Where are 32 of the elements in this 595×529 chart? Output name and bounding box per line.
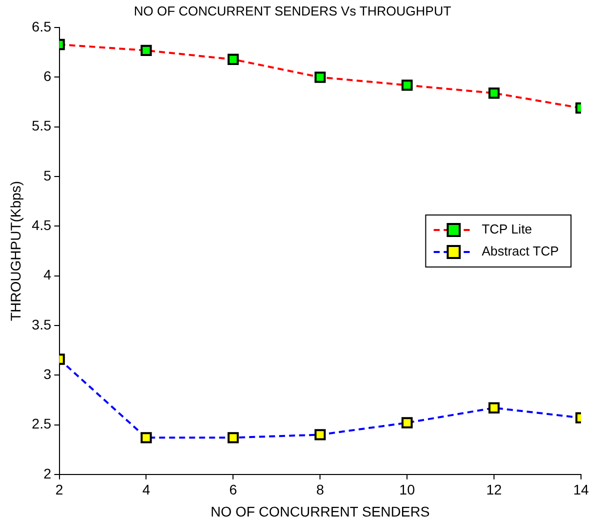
point	[401, 417, 413, 428]
point	[488, 402, 500, 414]
y-axis-title: THROUGHPUT(Kbps)	[7, 180, 24, 322]
point	[228, 54, 239, 65]
point	[140, 44, 152, 56]
x-tick-label: 14	[573, 482, 589, 498]
point	[401, 80, 413, 91]
x-tick-label: 4	[142, 482, 150, 498]
legend-label: TCP Lite	[482, 222, 532, 237]
x-axis-title: NO OF CONCURRENT SENDERS	[210, 503, 430, 520]
x-tick-label: 6	[229, 482, 238, 498]
point	[228, 432, 239, 444]
point	[314, 72, 326, 83]
y-tick-label: 2	[43, 465, 52, 482]
point	[488, 88, 500, 99]
y-tick-label: 5.5	[32, 118, 52, 134]
y-tick-label: 6.5	[32, 18, 52, 34]
y-tick-label: 2.5	[32, 416, 52, 432]
x-tick-label: 8	[316, 482, 324, 498]
x-tick-label: 12	[486, 482, 502, 498]
y-tick-label: 3	[43, 366, 52, 382]
legend-label: Abstract TCP	[482, 244, 559, 259]
y-tick-label: 6	[43, 68, 52, 84]
x-tick-label: 2	[55, 482, 64, 498]
chart-title: NO OF CONCURRENT SENDERS Vs THROUGHPUT	[134, 3, 452, 18]
y-tick-label: 3.5	[32, 316, 52, 332]
y-tick-label: 4	[43, 266, 52, 283]
point	[314, 429, 326, 440]
x-tick-label: 10	[399, 482, 416, 498]
y-tick-label: 5	[43, 167, 52, 184]
point	[140, 432, 152, 444]
y-tick-label: 4.5	[32, 217, 52, 234]
